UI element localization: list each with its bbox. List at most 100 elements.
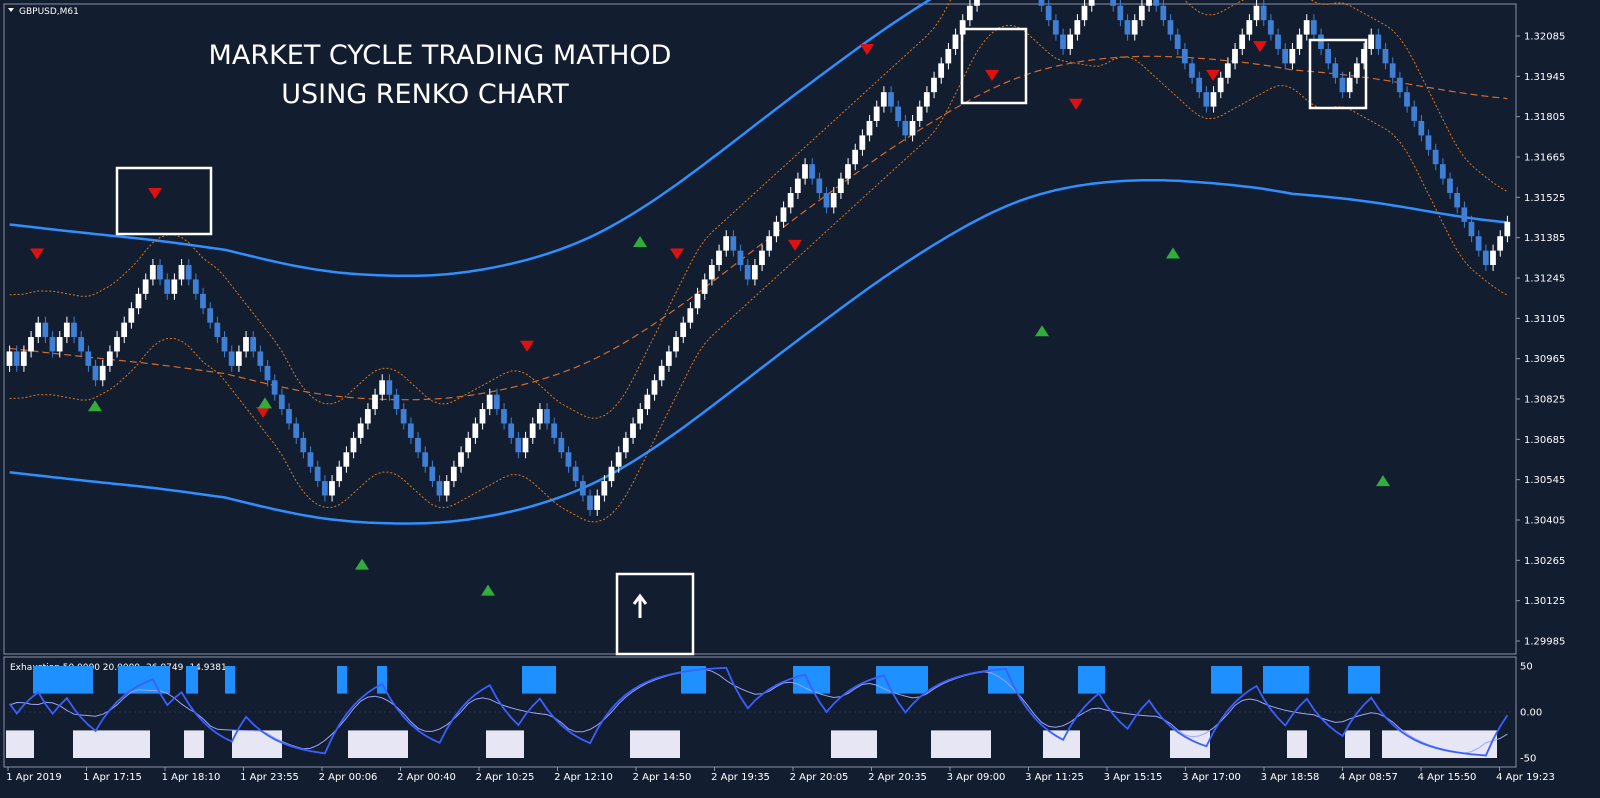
sell-arrow-icon bbox=[985, 69, 999, 81]
x-tick-label: 3 Apr 09:00 bbox=[947, 772, 1006, 783]
bear-brick bbox=[393, 394, 400, 410]
bear-brick bbox=[1282, 48, 1289, 64]
bear-brick bbox=[823, 193, 830, 208]
bull-brick bbox=[938, 63, 945, 78]
bull-brick bbox=[945, 48, 952, 64]
y-tick-label: 1.32085 bbox=[1524, 32, 1565, 43]
bull-brick bbox=[178, 265, 185, 280]
annotation-line-2: USING RENKO CHART bbox=[281, 79, 569, 110]
main-plot-frame bbox=[3, 3, 1517, 655]
exhaustion-lower-block bbox=[1345, 730, 1370, 758]
y-tick-label: 1.30545 bbox=[1524, 475, 1565, 486]
highlight-box bbox=[960, 27, 1028, 105]
bull-brick bbox=[536, 409, 543, 424]
exhaustion-lower-block bbox=[1170, 730, 1210, 758]
bull-brick bbox=[644, 394, 651, 410]
exhaustion-upper-block bbox=[1263, 666, 1309, 694]
bull-brick bbox=[1232, 48, 1238, 64]
bear-brick bbox=[1325, 48, 1332, 64]
bear-brick bbox=[816, 178, 823, 194]
y-tick-label: 1.29985 bbox=[1524, 637, 1565, 648]
bear-brick bbox=[902, 120, 909, 136]
x-tick-label: 2 Apr 10:25 bbox=[476, 772, 535, 783]
bear-brick bbox=[200, 293, 206, 309]
bear-brick bbox=[1189, 63, 1195, 78]
bear-brick bbox=[407, 423, 414, 438]
bull-brick bbox=[1074, 20, 1081, 35]
upper-envelope-line bbox=[9, 0, 932, 278]
bear-brick bbox=[895, 106, 902, 121]
x-tick-label: 4 Apr 08:57 bbox=[1339, 772, 1398, 783]
sell-arrow-icon bbox=[256, 406, 270, 418]
bull-brick bbox=[149, 265, 156, 280]
exhaustion-upper-block bbox=[225, 666, 235, 694]
bear-brick bbox=[1267, 20, 1274, 35]
bull-brick bbox=[759, 250, 765, 266]
bear-brick bbox=[730, 236, 737, 251]
x-tick-label: 3 Apr 17:00 bbox=[1182, 772, 1241, 783]
bull-brick bbox=[873, 106, 880, 121]
bull-brick bbox=[766, 236, 773, 251]
chart-menu-triangle-icon[interactable] bbox=[8, 8, 14, 12]
bull-brick bbox=[916, 106, 923, 121]
sell-arrow-icon bbox=[1206, 69, 1220, 81]
bear-brick bbox=[1318, 34, 1324, 49]
y-tick-label: 1.31945 bbox=[1524, 72, 1565, 83]
buy-arrow-icon bbox=[633, 235, 647, 247]
bull-brick bbox=[486, 394, 493, 410]
bear-brick bbox=[1174, 34, 1181, 49]
bull-brick bbox=[966, 5, 973, 21]
bull-brick bbox=[472, 423, 479, 438]
exhaustion-lower-block bbox=[486, 730, 524, 758]
bear-brick bbox=[1052, 20, 1059, 35]
bull-brick bbox=[350, 437, 357, 453]
y-tick-label: 1.30685 bbox=[1524, 435, 1565, 446]
bull-brick bbox=[615, 452, 622, 467]
bull-brick bbox=[959, 20, 966, 35]
bull-brick bbox=[364, 409, 371, 424]
bear-brick bbox=[1461, 207, 1468, 222]
bull-brick bbox=[694, 293, 701, 309]
bear-brick bbox=[1110, 0, 1117, 6]
bull-brick bbox=[665, 351, 672, 366]
bear-brick bbox=[228, 351, 235, 366]
bull-brick bbox=[794, 178, 801, 194]
sell-arrow-icon bbox=[788, 239, 802, 251]
bull-brick bbox=[1490, 250, 1496, 266]
bull-brick bbox=[880, 92, 887, 107]
bull-brick bbox=[1146, 0, 1152, 6]
bear-brick bbox=[1396, 77, 1403, 93]
bull-brick bbox=[121, 322, 128, 338]
bear-brick bbox=[515, 437, 522, 453]
exhaustion-slow-line bbox=[9, 668, 1508, 754]
x-tick-label: 1 Apr 2019 bbox=[6, 772, 61, 783]
exhaustion-lower-block bbox=[1043, 730, 1080, 758]
bear-brick bbox=[1382, 48, 1389, 64]
bear-brick bbox=[185, 265, 192, 280]
bear-brick bbox=[1160, 5, 1167, 21]
bull-brick bbox=[1296, 34, 1303, 49]
annotation-line-1: MARKET CYCLE TRADING MATHOD bbox=[209, 40, 672, 71]
y-tick-label: 1.30965 bbox=[1524, 354, 1565, 365]
bear-brick bbox=[1117, 5, 1124, 21]
exhaustion-upper-block bbox=[186, 666, 198, 694]
bull-brick bbox=[336, 466, 343, 482]
bull-brick bbox=[651, 380, 658, 395]
y-tick-label: 1.31385 bbox=[1524, 233, 1565, 244]
x-tick-label: 3 Apr 18:58 bbox=[1261, 772, 1320, 783]
exhaustion-fast-line bbox=[8, 666, 1509, 757]
x-tick-label: 2 Apr 00:40 bbox=[397, 772, 456, 783]
bull-brick bbox=[923, 92, 930, 107]
bear-brick bbox=[551, 423, 558, 438]
bear-brick bbox=[300, 437, 307, 453]
highlight-box bbox=[1308, 38, 1368, 110]
bear-brick bbox=[293, 423, 300, 438]
bear-brick bbox=[1181, 48, 1188, 64]
bull-brick bbox=[1067, 34, 1074, 49]
bull-brick bbox=[622, 437, 629, 453]
bear-brick bbox=[278, 394, 285, 410]
bull-brick bbox=[114, 337, 120, 352]
bull-brick bbox=[450, 466, 457, 482]
bull-brick bbox=[171, 279, 178, 294]
bear-brick bbox=[42, 322, 49, 338]
